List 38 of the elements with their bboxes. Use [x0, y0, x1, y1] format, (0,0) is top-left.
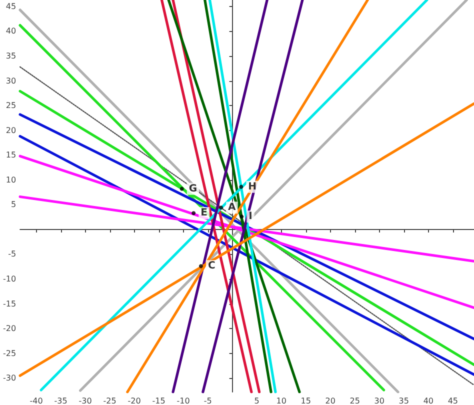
y-tick-label: -30 [2, 374, 16, 383]
annotation: H [248, 181, 257, 192]
x-tick-label: -5 [204, 396, 212, 405]
x-tick-label: 20 [325, 396, 336, 405]
y-tick-label: -25 [2, 348, 16, 358]
y-tick-label: 45 [6, 2, 16, 11]
y-tick-label: -15 [2, 299, 16, 308]
y-tick-label: -20 [2, 324, 16, 334]
x-tick-label: 5 [254, 396, 260, 405]
annotation: I [248, 211, 252, 222]
x-tick-label: -40 [30, 396, 43, 405]
x-tick-label: 15 [300, 396, 311, 405]
x-tick-label: 35 [398, 396, 409, 405]
y-tick-label: 15 [6, 150, 16, 160]
y-tick-label: 25 [6, 101, 16, 110]
x-tick-label: 25 [350, 396, 360, 405]
x-tick-label: -30 [78, 396, 92, 405]
y-tick-label: 20 [6, 126, 16, 135]
x-tick-label: -15 [152, 396, 166, 405]
y-tick-label: 40 [6, 26, 16, 36]
y-tick-label: 10 [6, 175, 16, 184]
annotation: E [200, 208, 208, 219]
x-tick-label: -20 [128, 396, 141, 405]
x-tick-label: 45 [448, 396, 458, 405]
y-tick-label: 35 [6, 52, 16, 60]
y-tick-label: 30 [6, 76, 16, 86]
y-tick-label: 5 [10, 200, 16, 210]
y-tick-label: -5 [8, 250, 16, 259]
annotation: A [228, 202, 236, 214]
x-tick-label: 30 [374, 396, 384, 405]
y-tick-label: -10 [2, 274, 16, 284]
x-tick-label: 10 [276, 396, 286, 405]
annotation: C [208, 260, 216, 272]
x-tick-label: -25 [103, 396, 116, 405]
x-tick-label: -35 [54, 396, 68, 405]
x-tick-label: 40 [423, 396, 434, 405]
x-tick-label: -10 [176, 396, 190, 405]
annotation: G [188, 183, 198, 194]
